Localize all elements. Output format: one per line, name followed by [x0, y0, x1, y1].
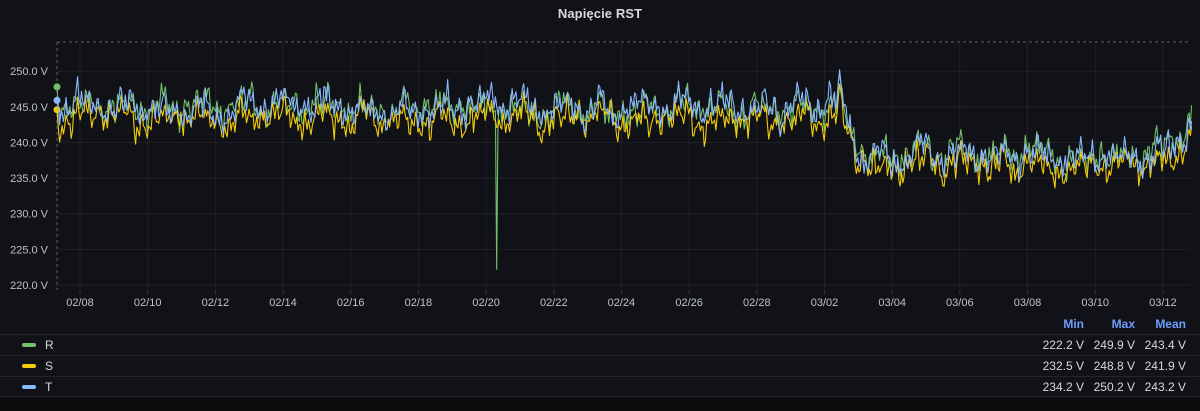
series-line-S	[56, 83, 1193, 189]
legend-col-max[interactable]: Max	[1111, 317, 1135, 331]
grafana-panel: Napięcie RST 220.0 V 225.0 V 230.0 V 235.0 …	[0, 0, 1200, 397]
y-tick-label: 230.0 V	[10, 209, 49, 221]
panel-title[interactable]: Napięcie RST	[557, 6, 643, 21]
series-start-marker-R	[53, 83, 61, 91]
legend-rows: R 222.2 V 249.9 V 243.4 V S 232.5 V 248.8 V 241…	[0, 334, 1200, 397]
x-tick-label: 02/16	[337, 297, 365, 309]
x-tick-label: 02/22	[540, 297, 568, 309]
x-tick-label: 02/08	[66, 297, 94, 309]
legend-value-max-R: 249.9 V	[1093, 338, 1135, 352]
series-line-R	[56, 71, 1193, 270]
y-tick-label: 250.0 V	[10, 66, 49, 78]
legend-row-T: T 234.2 V 250.2 V 243.2 V	[0, 376, 1200, 397]
legend-header: Min Max Mean	[0, 314, 1200, 334]
legend-series-label-T[interactable]: T	[45, 379, 53, 394]
x-tick-label: 02/28	[743, 297, 771, 309]
legend-series-label-R[interactable]: R	[45, 338, 54, 352]
x-tick-label: 03/02	[811, 297, 839, 309]
legend-value-mean-T: 243.2 V	[1144, 379, 1186, 394]
legend-series-values: 234.2 V 250.2 V 243.2 V	[1033, 380, 1186, 394]
legend-value-mean-S: 241.9 V	[1144, 359, 1186, 373]
x-tick-label: 03/10	[1081, 297, 1109, 309]
x-tick-label: 02/20	[472, 297, 500, 309]
x-tick-label: 02/12	[202, 297, 230, 309]
legend-series-label-S[interactable]: S	[45, 359, 54, 373]
series-start-marker-T	[53, 96, 61, 104]
legend-value-max-T: 250.2 V	[1093, 379, 1135, 394]
y-tick-label: 220.0 V	[10, 280, 49, 292]
x-tick-label: 03/04	[878, 297, 906, 309]
legend-col-mean[interactable]: Mean	[1155, 317, 1186, 331]
legend-value-min-R: 222.2 V	[1042, 338, 1084, 352]
legend-value-max-S: 248.8 V	[1093, 359, 1135, 373]
x-tick-label: 02/10	[134, 297, 162, 309]
legend-row-R: R 222.2 V 249.9 V 243.4 V	[0, 334, 1200, 355]
legend-value-mean-R: 243.4 V	[1144, 338, 1186, 352]
x-tick-label: 02/14	[269, 297, 297, 309]
series-line-T	[56, 69, 1193, 181]
page-background-strip	[0, 398, 1200, 411]
legend-value-min-S: 232.5 V	[1042, 359, 1084, 373]
time-series-plot[interactable]: 220.0 V 225.0 V 230.0 V 235.0 V 240.0 V 245.0…	[0, 0, 1200, 312]
y-tick-label: 235.0 V	[10, 173, 49, 185]
x-tick-label: 03/06	[946, 297, 974, 309]
legend-series-values: 222.2 V 249.9 V 243.4 V	[1033, 338, 1186, 352]
x-tick-label: 03/08	[1014, 297, 1042, 309]
y-tick-label: 245.0 V	[10, 102, 49, 114]
legend-series-swatch-R	[22, 343, 36, 347]
legend-value-min-T: 234.2 V	[1042, 379, 1084, 394]
legend-col-min[interactable]: Min	[1063, 317, 1084, 331]
x-tick-label: 02/18	[405, 297, 433, 309]
x-tick-label: 02/26	[675, 297, 703, 309]
voltage-chart-svg: 220.0 V 225.0 V 230.0 V 235.0 V 240.0 V 245.0…	[10, 41, 1193, 309]
y-tick-label: 225.0 V	[10, 244, 49, 256]
series-start-marker-S	[53, 106, 61, 114]
legend-row-S: S 232.5 V 248.8 V 241.9 V	[0, 355, 1200, 376]
legend-series-swatch-T	[22, 384, 36, 389]
x-tick-label: 02/24	[608, 297, 636, 309]
legend-series-swatch-S	[22, 364, 36, 368]
x-tick-label: 03/12	[1149, 297, 1177, 309]
legend-series-values: 232.5 V 248.8 V 241.9 V	[1033, 359, 1186, 373]
legend: Min Max Mean R 222.2 V 249.9 V 243.4 V S 232.…	[0, 314, 1200, 397]
y-tick-label: 240.0 V	[10, 138, 49, 150]
